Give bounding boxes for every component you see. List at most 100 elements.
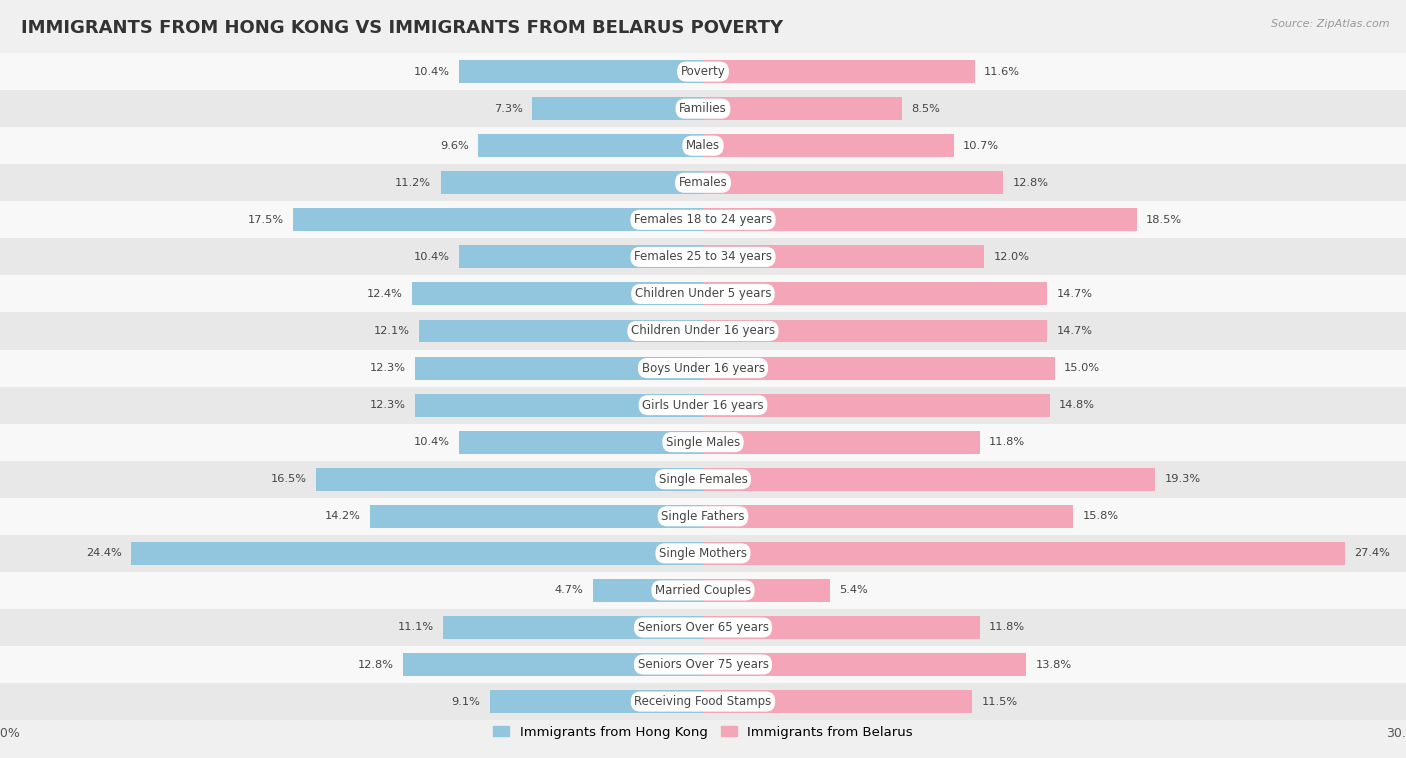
Text: Seniors Over 65 years: Seniors Over 65 years <box>637 621 769 634</box>
Bar <box>703 283 1047 305</box>
Text: Single Females: Single Females <box>658 473 748 486</box>
Text: 14.8%: 14.8% <box>1059 400 1095 410</box>
Text: 11.8%: 11.8% <box>988 437 1025 447</box>
Bar <box>703 690 973 713</box>
Bar <box>703 616 980 639</box>
Bar <box>703 97 903 120</box>
Bar <box>703 393 1050 417</box>
Bar <box>460 60 703 83</box>
Text: 10.4%: 10.4% <box>413 252 450 262</box>
Bar <box>703 320 1047 343</box>
Text: 12.8%: 12.8% <box>1012 178 1049 188</box>
Bar <box>404 653 703 676</box>
Text: 8.5%: 8.5% <box>911 104 941 114</box>
Bar <box>415 393 703 417</box>
Text: Single Fathers: Single Fathers <box>661 510 745 523</box>
Text: 12.1%: 12.1% <box>374 326 411 336</box>
Text: Single Males: Single Males <box>666 436 740 449</box>
Bar <box>703 505 1073 528</box>
Text: 12.3%: 12.3% <box>370 400 405 410</box>
Bar <box>531 97 703 120</box>
Bar <box>131 542 703 565</box>
Bar <box>489 690 703 713</box>
Text: 12.0%: 12.0% <box>994 252 1029 262</box>
Bar <box>0 683 1406 720</box>
Bar <box>703 431 980 453</box>
Text: 9.6%: 9.6% <box>440 141 468 151</box>
Bar <box>0 609 1406 646</box>
Text: Single Mothers: Single Mothers <box>659 547 747 560</box>
Text: 7.3%: 7.3% <box>494 104 523 114</box>
Text: Poverty: Poverty <box>681 65 725 78</box>
Bar <box>460 246 703 268</box>
Text: Boys Under 16 years: Boys Under 16 years <box>641 362 765 374</box>
Bar <box>0 164 1406 202</box>
Bar <box>0 572 1406 609</box>
Text: 11.2%: 11.2% <box>395 178 432 188</box>
Bar <box>0 202 1406 238</box>
Bar <box>440 171 703 194</box>
Bar <box>703 468 1156 490</box>
Bar <box>0 53 1406 90</box>
Bar <box>703 579 830 602</box>
Bar <box>703 653 1026 676</box>
Text: 12.3%: 12.3% <box>370 363 405 373</box>
Bar <box>703 208 1136 231</box>
Bar <box>419 320 703 343</box>
Bar <box>703 134 953 157</box>
Text: 9.1%: 9.1% <box>451 697 481 706</box>
Text: 12.8%: 12.8% <box>357 659 394 669</box>
Text: 14.2%: 14.2% <box>325 512 361 522</box>
Bar <box>370 505 703 528</box>
Bar <box>0 461 1406 498</box>
Bar <box>593 579 703 602</box>
Bar <box>0 424 1406 461</box>
Bar <box>703 171 1002 194</box>
Bar <box>478 134 703 157</box>
Bar <box>0 90 1406 127</box>
Text: Children Under 5 years: Children Under 5 years <box>634 287 772 300</box>
Bar <box>0 127 1406 164</box>
Bar <box>292 208 703 231</box>
Text: IMMIGRANTS FROM HONG KONG VS IMMIGRANTS FROM BELARUS POVERTY: IMMIGRANTS FROM HONG KONG VS IMMIGRANTS … <box>21 19 783 37</box>
Bar <box>0 349 1406 387</box>
Text: Females 18 to 24 years: Females 18 to 24 years <box>634 213 772 227</box>
Legend: Immigrants from Hong Kong, Immigrants from Belarus: Immigrants from Hong Kong, Immigrants fr… <box>488 720 918 744</box>
Bar <box>0 312 1406 349</box>
Text: Source: ZipAtlas.com: Source: ZipAtlas.com <box>1271 19 1389 29</box>
Text: 24.4%: 24.4% <box>86 548 122 559</box>
Text: Females: Females <box>679 177 727 190</box>
Text: 17.5%: 17.5% <box>247 215 284 225</box>
Text: 15.0%: 15.0% <box>1064 363 1099 373</box>
Text: 27.4%: 27.4% <box>1354 548 1391 559</box>
Text: 10.4%: 10.4% <box>413 67 450 77</box>
Text: Males: Males <box>686 139 720 152</box>
Text: Receiving Food Stamps: Receiving Food Stamps <box>634 695 772 708</box>
Text: 19.3%: 19.3% <box>1164 475 1201 484</box>
Text: 5.4%: 5.4% <box>839 585 868 595</box>
Text: Girls Under 16 years: Girls Under 16 years <box>643 399 763 412</box>
Text: 11.8%: 11.8% <box>988 622 1025 632</box>
Text: 15.8%: 15.8% <box>1083 512 1119 522</box>
Bar <box>460 431 703 453</box>
Text: 11.5%: 11.5% <box>981 697 1018 706</box>
Text: 13.8%: 13.8% <box>1036 659 1071 669</box>
Text: 14.7%: 14.7% <box>1057 289 1092 299</box>
Text: 18.5%: 18.5% <box>1146 215 1182 225</box>
Bar <box>703 246 984 268</box>
Text: 14.7%: 14.7% <box>1057 326 1092 336</box>
Bar <box>703 356 1054 380</box>
Bar <box>316 468 703 490</box>
Bar <box>415 356 703 380</box>
Text: 10.7%: 10.7% <box>963 141 1000 151</box>
Bar <box>0 498 1406 535</box>
Text: Seniors Over 75 years: Seniors Over 75 years <box>637 658 769 671</box>
Text: 11.6%: 11.6% <box>984 67 1021 77</box>
Text: Married Couples: Married Couples <box>655 584 751 597</box>
Text: 11.1%: 11.1% <box>398 622 433 632</box>
Bar <box>0 387 1406 424</box>
Text: Females 25 to 34 years: Females 25 to 34 years <box>634 250 772 263</box>
Text: 10.4%: 10.4% <box>413 437 450 447</box>
Text: 4.7%: 4.7% <box>555 585 583 595</box>
Bar <box>0 646 1406 683</box>
